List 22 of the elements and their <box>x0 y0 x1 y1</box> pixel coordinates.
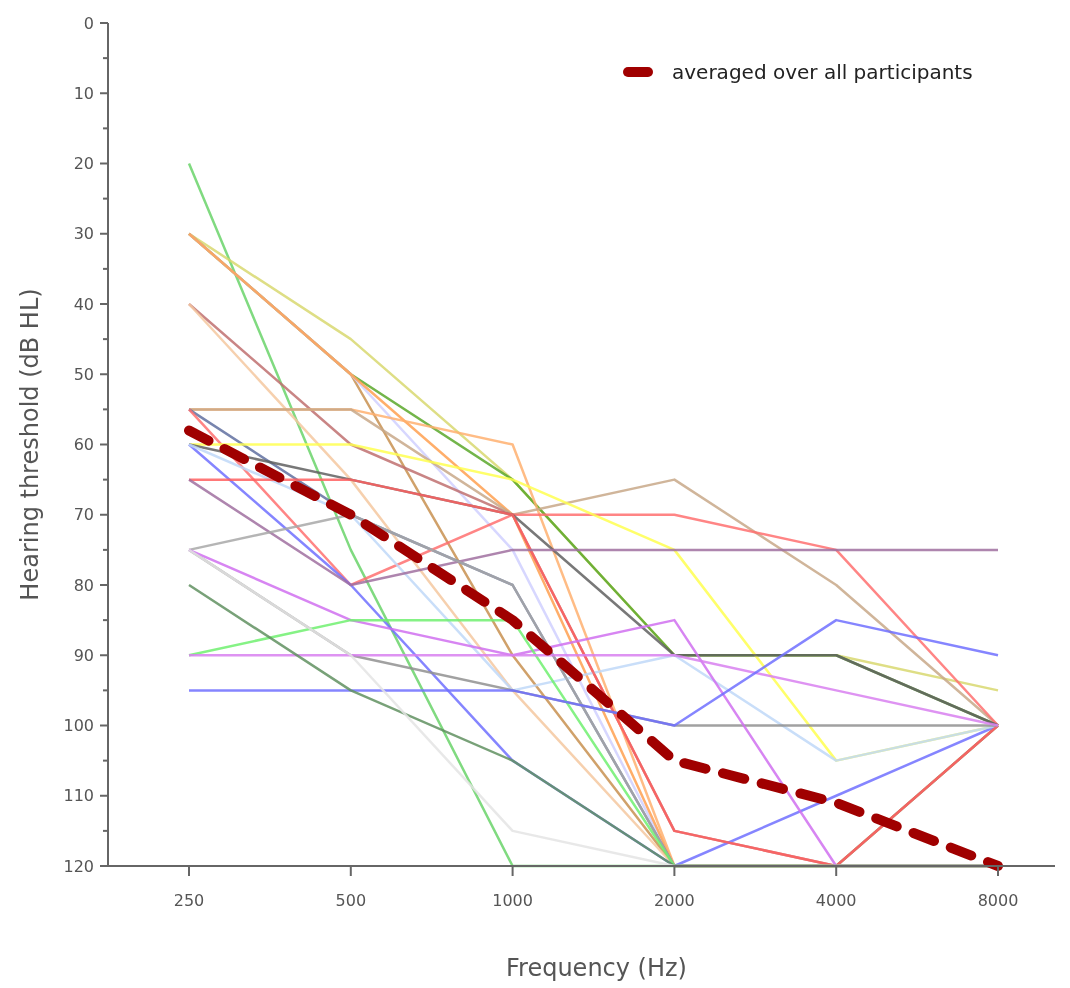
x-tick-label: 4000 <box>815 891 857 910</box>
y-tick-label: 100 <box>63 716 94 736</box>
x-axis-title: Frequency (Hz) <box>506 954 687 982</box>
y-tick-label: 70 <box>73 505 94 525</box>
x-tick-label: 500 <box>335 891 367 910</box>
y-tick-label: 110 <box>63 786 94 806</box>
y-tick-label: 10 <box>73 83 94 103</box>
x-tick-label: 1000 <box>492 891 533 910</box>
x-tick-label: 2000 <box>654 891 695 910</box>
y-tick-label: 80 <box>73 575 94 595</box>
y-tick-label: 0 <box>83 13 94 33</box>
x-tick-label: 250 <box>173 891 205 910</box>
legend-label: averaged over all participants <box>672 60 973 84</box>
y-axis-title: Hearing threshold (dB HL) <box>16 288 44 601</box>
x-tick-label: 8000 <box>977 891 1019 910</box>
y-tick-label: 90 <box>73 645 94 665</box>
y-tick-label: 120 <box>63 856 94 876</box>
y-tick-label: 30 <box>73 224 94 244</box>
y-tick-label: 50 <box>73 364 94 384</box>
y-tick-label: 40 <box>73 294 94 314</box>
y-tick-label: 20 <box>73 154 94 174</box>
y-tick-label: 60 <box>73 435 94 455</box>
